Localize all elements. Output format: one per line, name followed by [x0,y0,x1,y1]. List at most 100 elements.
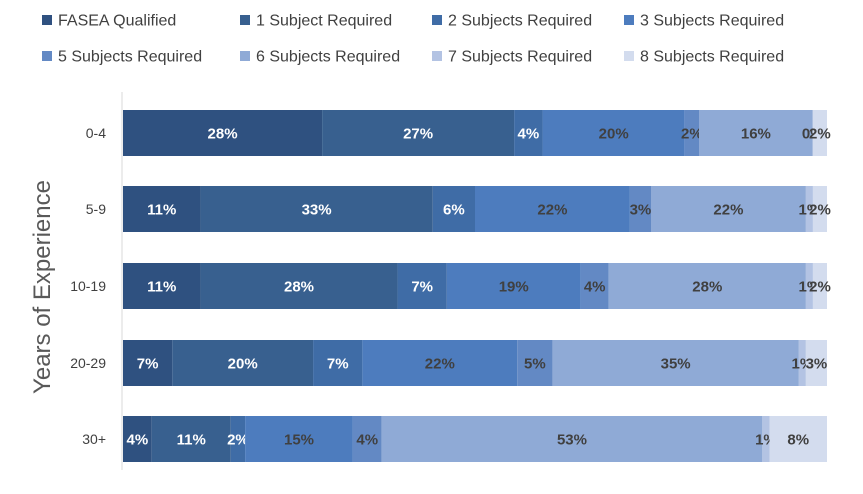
y-tick-label-20-29: 20-29 [70,355,106,371]
bar-segment-30-fasea-qualified [123,416,152,462]
data-label-30-8-subjects-required: 8% [787,432,809,449]
data-label-20-29-6-subjects-required: 35% [661,356,691,373]
bar-segment-30-5-subjects-required [352,416,382,462]
data-label-0-4-1-subject-required: 27% [403,126,433,143]
legend-swatch-2-subjects-required [432,15,442,25]
data-label-30-6-subjects-required: 53% [557,432,587,449]
legend-swatch-5-subjects-required [42,51,52,61]
y-tick-label-0-4: 0-4 [86,125,106,141]
legend-swatch-6-subjects-required [240,51,250,61]
y-tick-label-5-9: 5-9 [86,201,106,217]
data-label-0-4-8-subjects-required: 2% [809,126,831,143]
legend-swatch-3-subjects-required [624,15,634,25]
bar-segment-20-29-3-subjects-required [362,340,518,386]
legend-swatch-7-subjects-required [432,51,442,61]
bar-segment-10-19-7-subjects-required [805,263,813,309]
bar-segment-30-2-subjects-required [230,416,246,462]
bar-segment-30-7-subjects-required [762,416,770,462]
data-label-10-19-1-subject-required: 28% [284,279,314,296]
data-label-30-2-subjects-required: 2% [227,432,249,449]
data-label-0-4-5-subjects-required: 2% [681,126,703,143]
data-label-20-29-5-subjects-required: 5% [524,356,546,373]
data-label-10-19-3-subjects-required: 19% [499,279,529,296]
legend-item-5-subjects-required: 5 Subjects Required [42,49,202,66]
bar-segment-10-19-2-subjects-required [397,263,447,309]
legend-label-7-subjects-required: 7 Subjects Required [448,49,592,66]
legend-swatch-fasea-qualified [42,15,52,25]
data-label-0-4-fasea-qualified: 28% [208,126,238,143]
legend-item-6-subjects-required: 6 Subjects Required [240,49,400,66]
bar-segment-5-9-fasea-qualified [123,186,201,232]
data-label-0-4-2-subjects-required: 4% [517,126,539,143]
data-label-5-9-6-subjects-required: 22% [713,202,743,219]
legend-swatch-1-subject-required [240,15,250,25]
bar-segment-5-9-8-subjects-required [812,186,827,232]
bar-segment-0-4-fasea-qualified [123,110,323,156]
data-label-10-19-2-subjects-required: 7% [411,279,433,296]
data-label-30-fasea-qualified: 4% [127,432,149,449]
data-label-10-19-6-subjects-required: 28% [692,279,722,296]
data-label-30-3-subjects-required: 15% [284,432,314,449]
legend-item-2-subjects-required: 2 Subjects Required [432,13,592,30]
bar-segment-10-19-6-subjects-required [608,263,806,309]
legend-item-fasea-qualified: FASEA Qualified [42,13,176,30]
bar-segment-0-4-8-subjects-required [812,110,827,156]
legend-item-1-subject-required: 1 Subject Required [240,13,392,30]
data-label-30-1-subject-required: 11% [177,432,206,449]
y-tick-label-10-19: 10-19 [70,278,106,294]
legend-item-7-subjects-required: 7 Subjects Required [432,49,592,66]
legend: FASEA Qualified 1 Subject Required 2 Subje… [42,13,784,66]
bar-segment-20-29-8-subjects-required [805,340,827,386]
bar-segment-30-8-subjects-required [769,416,827,462]
bar-row-20-29: 7% 20% 7% 22% 5% 35% 1%3% [123,340,827,386]
bar-segment-20-29-6-subjects-required [552,340,799,386]
bar-row-10-19: 11% 28% 7% 19% 4% 28% 1%2% [123,263,831,309]
data-label-10-19-fasea-qualified: 11% [147,279,176,296]
bar-segment-20-29-7-subjects-required [798,340,806,386]
data-label-5-9-5-subjects-required: 3% [630,202,652,219]
bar-segment-10-19-3-subjects-required [446,263,581,309]
legend-label-1-subject-required: 1 Subject Required [256,13,392,30]
legend-item-8-subjects-required: 8 Subjects Required [624,49,784,66]
data-label-5-9-3-subjects-required: 22% [537,202,567,219]
legend-label-8-subjects-required: 8 Subjects Required [640,49,784,66]
bar-row-30: 4% 11% 2% 15% 4% 53% 1% 8% [123,416,827,462]
data-label-5-9-1-subject-required: 33% [302,202,332,219]
data-label-5-9-2-subjects-required: 6% [443,202,465,219]
bar-segment-5-9-6-subjects-required [651,186,806,232]
data-label-10-19-5-subjects-required: 4% [584,279,606,296]
bar-segment-20-29-1-subject-required [172,340,314,386]
data-label-20-29-fasea-qualified: 7% [137,356,159,373]
data-label-0-4-3-subjects-required: 20% [599,126,629,143]
y-tick-labels: 0-4 5-9 10-19 20-29 30+ [70,125,106,447]
bar-segment-5-9-5-subjects-required [629,186,651,232]
bar-segment-20-29-2-subjects-required [313,340,363,386]
bar-segment-10-19-1-subject-required [200,263,398,309]
bar-segment-5-9-7-subjects-required [805,186,813,232]
data-label-0-4-6-subjects-required: 16% [741,126,771,143]
bar-segment-30-6-subjects-required [381,416,763,462]
bar-segment-10-19-fasea-qualified [123,263,201,309]
bar-segment-20-29-5-subjects-required [517,340,553,386]
data-label-20-29-3-subjects-required: 22% [425,356,455,373]
data-label-20-29-2-subjects-required: 7% [327,356,349,373]
data-label-20-29-8-subjects-required: 3% [806,356,828,373]
data-label-10-19-8-subjects-required: 2% [809,279,831,296]
legend-label-2-subjects-required: 2 Subjects Required [448,13,592,30]
bar-segment-0-4-1-subject-required [322,110,515,156]
legend-label-5-subjects-required: 5 Subjects Required [58,49,202,66]
data-label-5-9-fasea-qualified: 11% [147,202,176,219]
bar-segment-5-9-2-subjects-required [432,186,475,232]
bar-segment-5-9-3-subjects-required [475,186,630,232]
bar-segment-0-4-3-subjects-required [542,110,685,156]
legend-swatch-8-subjects-required [624,51,634,61]
legend-label-3-subjects-required: 3 Subjects Required [640,13,784,30]
bar-segment-0-4-5-subjects-required [684,110,699,156]
bar-segment-0-4-2-subjects-required [514,110,543,156]
bars: 28%27%4%20%2%16%0%2%11%33%6%22%3%22%1%2%… [123,110,831,462]
bar-row-5-9: 11% 33% 6% 22% 3% 22% 1%2% [123,186,831,232]
data-label-30-5-subjects-required: 4% [356,432,378,449]
bar-row-0-4: 28%27%4%20%2%16%0%2% [123,110,831,156]
legend-label-fasea-qualified: FASEA Qualified [58,13,176,30]
